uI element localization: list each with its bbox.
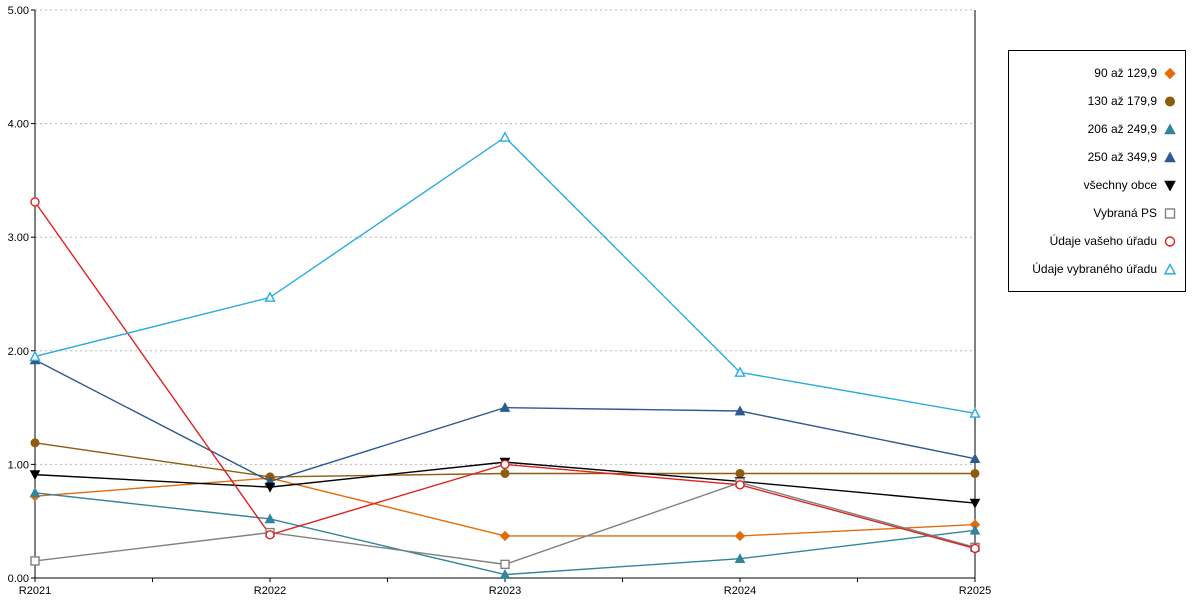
data-point-triangle-down: [969, 498, 981, 509]
data-point-circle: [500, 459, 510, 470]
legend-item: Údaje vybraného úřadu: [1017, 262, 1177, 276]
legend-label: 206 až 249,9: [1087, 122, 1157, 136]
legend-marker-glyph: [1165, 96, 1175, 106]
data-point-triangle-up: [734, 553, 746, 564]
legend-marker-glyph: [1164, 122, 1176, 134]
data-point-triangle-up: [969, 407, 981, 418]
legend-marker-glyph: [1164, 67, 1176, 79]
legend-marker-glyph: [1164, 150, 1176, 162]
y-tick-label: 2.00: [8, 346, 29, 358]
legend-marker-glyph: [1163, 262, 1177, 274]
y-tick-label: 4.00: [8, 119, 29, 131]
data-point-triangle-down: [29, 470, 41, 481]
x-tick-label: R2021: [19, 585, 51, 597]
series-line-7: [34, 136, 976, 414]
legend-marker-circle-icon: [1164, 235, 1176, 247]
legend-label: 90 až 129,9: [1094, 66, 1157, 80]
data-point-triangle-up: [499, 402, 511, 412]
data-point-circle: [970, 468, 980, 478]
legend-label: 250 až 349,9: [1087, 150, 1157, 164]
data-point-triangle-up: [969, 524, 981, 535]
x-tick-label: R2023: [489, 585, 521, 597]
y-tick-label: 5.00: [8, 5, 29, 17]
chart-legend: 90 až 129,9 130 až 179,9 206 až 249,9 250 a…: [1008, 50, 1186, 292]
data-point-circle: [30, 438, 40, 448]
data-point-triangle-up: [734, 405, 746, 416]
legend-marker-diamond-icon: [1164, 67, 1176, 79]
data-point-circle: [265, 530, 275, 540]
y-tick-label: 3.00: [8, 232, 29, 244]
legend-marker-glyph: [1164, 180, 1176, 192]
legend-label: Údaje vybraného úřadu: [1032, 262, 1157, 276]
data-point-triangle-up: [29, 350, 41, 362]
x-tick-label: R2022: [254, 585, 286, 597]
legend-marker-circle-icon: [1165, 96, 1175, 106]
legend-item: 90 až 129,9: [1017, 67, 1177, 80]
data-point-circle: [970, 543, 980, 554]
legend-item: 130 až 179,9: [1017, 95, 1177, 108]
legend-item: Údaje vašeho úřadu: [1017, 235, 1177, 248]
series-line-5: [34, 481, 976, 566]
legend-label: všechny obce: [1083, 178, 1157, 192]
data-point-triangle-down: [264, 482, 276, 493]
legend-item: Vybraná PS: [1017, 207, 1177, 220]
data-point-triangle-up: [264, 513, 276, 524]
data-point-square: [500, 559, 510, 570]
data-point-circle: [30, 197, 40, 207]
legend-marker-triangle-up-icon: [1163, 262, 1177, 274]
data-point-triangle-up: [29, 487, 41, 498]
series-line-0: [34, 477, 976, 537]
legend-label: Vybraná PS: [1093, 206, 1157, 220]
data-point-diamond: [734, 530, 746, 542]
data-point-diamond: [499, 530, 511, 542]
legend-marker-triangle-up-icon: [1164, 150, 1176, 162]
legend-marker-triangle-up-icon: [1164, 122, 1176, 134]
legend-item: všechny obce: [1017, 179, 1177, 192]
data-point-circle: [735, 468, 745, 478]
y-tick-label: 1.00: [8, 459, 29, 471]
legend-item: 206 až 249,9: [1017, 122, 1177, 136]
legend-label: Údaje vašeho úřadu: [1049, 234, 1157, 248]
legend-marker-triangle-down-icon: [1164, 180, 1176, 192]
data-point-triangle-up: [499, 569, 511, 579]
legend-marker-glyph: [1164, 235, 1176, 247]
series-line-6: [34, 201, 976, 550]
legend-marker-square-icon: [1164, 207, 1176, 219]
y-tick-label: 0.00: [8, 573, 29, 585]
data-point-triangle-up: [499, 131, 511, 142]
x-tick-label: R2024: [724, 585, 756, 597]
data-point-square: [30, 556, 40, 566]
data-point-triangle-up: [969, 453, 981, 464]
x-tick-label: R2025: [959, 585, 991, 597]
legend-marker-glyph: [1164, 207, 1176, 219]
legend-item: 250 až 349,9: [1017, 150, 1177, 164]
data-point-triangle-up: [734, 366, 746, 377]
data-point-circle: [500, 468, 510, 478]
data-point-triangle-up: [264, 291, 276, 302]
data-point-circle: [735, 480, 745, 490]
legend-label: 130 až 179,9: [1087, 94, 1157, 108]
